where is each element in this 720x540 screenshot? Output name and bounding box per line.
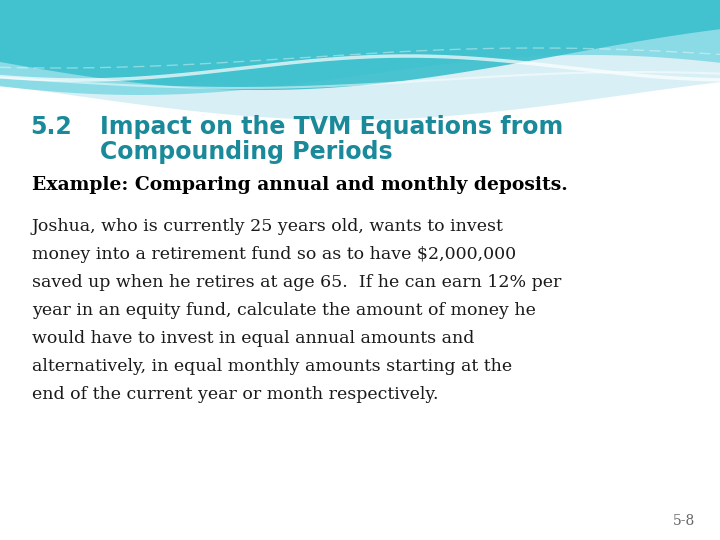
- Text: money into a retirement fund so as to have $2,000,000: money into a retirement fund so as to ha…: [32, 246, 516, 263]
- Text: Joshua, who is currently 25 years old, wants to invest: Joshua, who is currently 25 years old, w…: [32, 218, 504, 235]
- Text: 5-8: 5-8: [672, 514, 695, 528]
- Text: Example: Comparing annual and monthly deposits.: Example: Comparing annual and monthly de…: [32, 176, 568, 194]
- Text: alternatively, in equal monthly amounts starting at the: alternatively, in equal monthly amounts …: [32, 358, 512, 375]
- Text: end of the current year or month respectively.: end of the current year or month respect…: [32, 386, 438, 403]
- Text: Impact on the TVM Equations from: Impact on the TVM Equations from: [100, 115, 563, 139]
- Text: 5.2: 5.2: [30, 115, 72, 139]
- Polygon shape: [0, 0, 720, 95]
- Text: saved up when he retires at age 65.  If he can earn 12% per: saved up when he retires at age 65. If h…: [32, 274, 562, 291]
- Polygon shape: [0, 0, 720, 90]
- Text: would have to invest in equal annual amounts and: would have to invest in equal annual amo…: [32, 330, 474, 347]
- Text: Compounding Periods: Compounding Periods: [100, 140, 392, 164]
- Text: year in an equity fund, calculate the amount of money he: year in an equity fund, calculate the am…: [32, 302, 536, 319]
- Polygon shape: [0, 0, 720, 120]
